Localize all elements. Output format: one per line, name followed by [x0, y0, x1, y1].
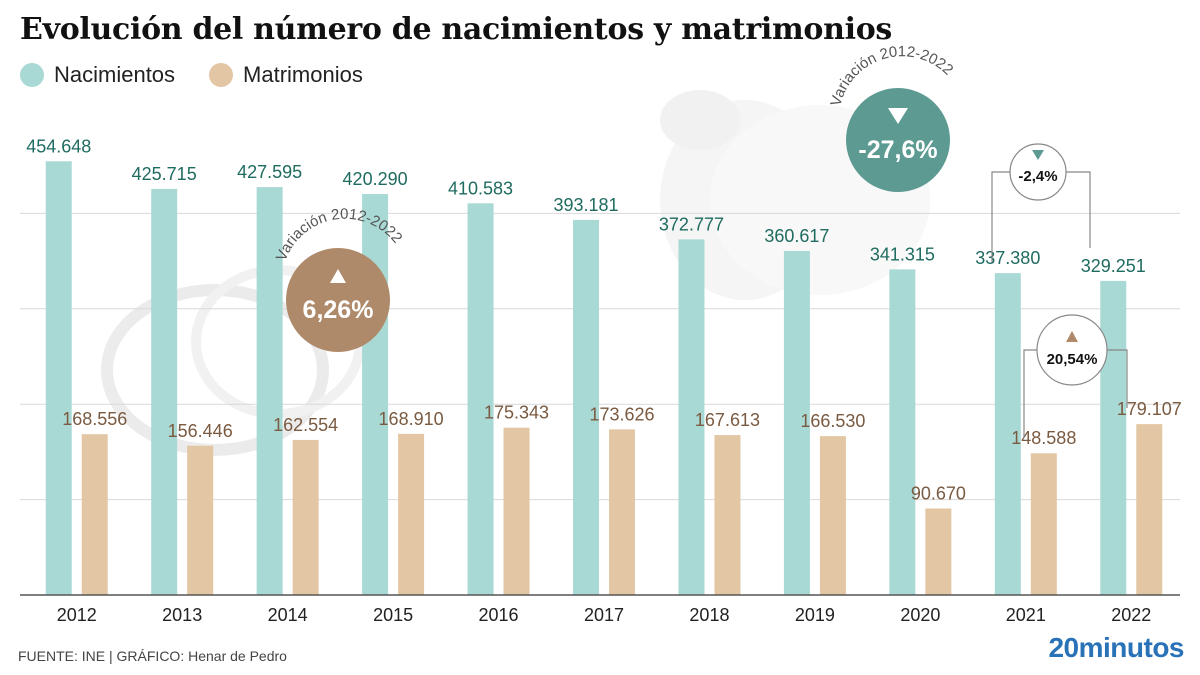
marriages-2021-2022-change: 20,54% — [1023, 314, 1128, 438]
marriages-variation-circle — [286, 248, 390, 352]
births-bar — [151, 188, 178, 595]
marriages-bar — [819, 436, 846, 595]
x-axis: 2012 2013 2014 2015 2016 2017 2018 2019 2020 2021… — [20, 594, 1180, 625]
legend-swatch-marriages — [209, 63, 234, 87]
chart-title: Evolución del número de nacimientos y ma… — [20, 12, 892, 47]
credit-text: GRÁFICO: Henar de Pedro — [116, 648, 287, 664]
births-bracket — [991, 171, 1091, 262]
marriages-value-label: 168.556 — [62, 409, 127, 429]
footer: FUENTE: INE | GRÁFICO: Henar de Pedro — [18, 648, 287, 664]
births-value-label: 329.251 — [1081, 256, 1146, 276]
births-value-label: 427.595 — [237, 162, 302, 182]
x-tick-label: 2020 — [900, 605, 940, 625]
births-change-circle — [1009, 143, 1067, 201]
x-tick-label: 2014 — [268, 605, 308, 625]
marriages-bar — [503, 427, 530, 595]
x-tick-label: 2012 — [57, 605, 97, 625]
births-bar — [362, 194, 389, 595]
value-labels: 454.648 168.556 425.715 156.446 427.595 162.5… — [26, 136, 1182, 503]
triangle-down-icon — [888, 108, 908, 124]
births-2021-2022-change: -2,4% — [991, 143, 1091, 262]
births-bar — [467, 203, 494, 595]
births-value-label: 420.290 — [343, 169, 408, 189]
marriages-value-label: 175.343 — [484, 403, 549, 423]
marriages-value-label: 90.670 — [911, 484, 966, 504]
marriages-value-label: 167.613 — [695, 410, 760, 430]
marriages-value-label: 156.446 — [168, 421, 233, 441]
x-tick-label: 2016 — [479, 605, 519, 625]
triangle-up-icon — [330, 269, 346, 283]
marriages-bracket — [1023, 349, 1128, 438]
births-variation-value: -27,6% — [858, 136, 937, 164]
marriages-value-label: 168.910 — [379, 409, 444, 429]
x-tick-label: 2019 — [795, 605, 835, 625]
marriages-value-label: 148.588 — [1011, 428, 1076, 448]
marriages-value-label: 173.626 — [589, 404, 654, 424]
marriages-bar — [925, 508, 952, 595]
births-variation-circle — [846, 88, 950, 192]
births-change-value: -2,4% — [1018, 168, 1057, 185]
marriages-bar — [714, 435, 741, 595]
births-value-label: 337.380 — [975, 248, 1040, 268]
births-bar — [1100, 280, 1127, 595]
births-bar — [783, 250, 810, 595]
x-tick-label: 2018 — [689, 605, 729, 625]
legend-label-marriages: Matrimonios — [243, 62, 363, 87]
births-bar — [678, 239, 705, 596]
births-value-label: 454.648 — [26, 136, 91, 156]
x-tick-label: 2013 — [162, 605, 202, 625]
births-value-label: 425.715 — [132, 164, 197, 184]
marriages-bar — [398, 433, 425, 595]
births-bar — [889, 269, 916, 595]
x-tick-label: 2021 — [1006, 605, 1046, 625]
births-value-label: 372.777 — [659, 214, 724, 234]
marriages-bar — [1030, 453, 1057, 595]
legend-label-births: Nacimientos — [54, 62, 176, 87]
marriages-change-circle — [1036, 314, 1108, 386]
births-bar — [256, 187, 283, 595]
source-text: FUENTE: INE — [18, 648, 106, 664]
triangle-up-icon — [1066, 331, 1078, 342]
legend: Nacimientos Matrimonios — [20, 62, 363, 88]
triangle-down-icon — [1032, 150, 1044, 160]
footer-separator: | — [109, 648, 113, 664]
bars — [45, 161, 1163, 596]
marriages-change-value: 20,54% — [1047, 351, 1098, 368]
marriages-value-label: 166.530 — [800, 411, 865, 431]
births-bar — [45, 161, 72, 595]
births-bar — [573, 219, 599, 595]
births-value-label: 393.181 — [553, 195, 618, 215]
marriages-variation-value: 6,26% — [303, 296, 374, 324]
legend-item-births: Nacimientos — [20, 62, 175, 88]
legend-item-marriages: Matrimonios — [209, 62, 363, 88]
births-value-label: 360.617 — [764, 226, 829, 246]
x-tick-label: 2022 — [1111, 605, 1151, 625]
x-tick-label: 2015 — [373, 605, 413, 625]
births-value-label: 341.315 — [870, 244, 935, 264]
grid-lines — [20, 212, 1180, 501]
x-tick-label: 2017 — [584, 605, 624, 625]
marriages-bar — [1136, 424, 1163, 595]
brand-logo: 20minutos — [1048, 632, 1184, 663]
births-bar — [994, 273, 1021, 595]
marriages-bar — [81, 434, 108, 595]
marriages-value-label: 179.107 — [1117, 399, 1182, 419]
legend-swatch-births — [20, 63, 44, 87]
births-value-label: 410.583 — [448, 178, 513, 198]
marriages-bar — [609, 429, 635, 595]
marriages-value-label: 162.554 — [273, 415, 338, 435]
marriages-bar — [292, 439, 319, 595]
marriages-bar — [187, 445, 214, 595]
